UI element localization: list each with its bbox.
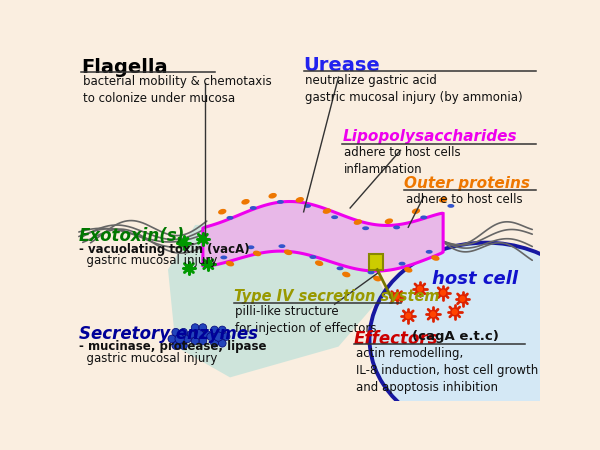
Circle shape [191, 337, 199, 345]
Ellipse shape [412, 208, 420, 214]
Circle shape [168, 335, 176, 343]
Ellipse shape [337, 266, 344, 270]
Text: Exotoxin(s): Exotoxin(s) [79, 227, 185, 245]
Text: - vacuolating toxin (vacA): - vacuolating toxin (vacA) [79, 243, 250, 256]
Ellipse shape [373, 276, 382, 281]
Ellipse shape [310, 255, 316, 259]
Circle shape [404, 312, 412, 320]
Circle shape [175, 334, 184, 343]
Circle shape [191, 324, 199, 332]
Text: Outer proteins: Outer proteins [404, 176, 530, 191]
Circle shape [185, 265, 193, 271]
Ellipse shape [226, 261, 234, 266]
Ellipse shape [253, 251, 262, 256]
Circle shape [205, 261, 212, 268]
Circle shape [211, 326, 218, 334]
Circle shape [184, 335, 191, 343]
Ellipse shape [247, 245, 254, 249]
Ellipse shape [368, 270, 374, 274]
Text: neutralize gastric acid
gastric mucosal injury (by ammonia): neutralize gastric acid gastric mucosal … [305, 74, 523, 104]
Circle shape [180, 239, 187, 246]
Text: Urease: Urease [304, 56, 380, 75]
Circle shape [416, 285, 424, 293]
Circle shape [207, 333, 215, 341]
Text: adhere to host cells: adhere to host cells [406, 193, 523, 206]
Circle shape [199, 324, 207, 332]
Text: actin remodelling,
IL-8 induction, host cell growth
and apoptosis inhibition: actin remodelling, IL-8 induction, host … [356, 346, 538, 394]
Ellipse shape [439, 197, 448, 202]
Ellipse shape [250, 206, 257, 210]
Circle shape [218, 339, 226, 347]
Circle shape [179, 328, 187, 336]
Ellipse shape [296, 197, 304, 202]
Circle shape [451, 308, 458, 316]
Circle shape [214, 332, 223, 341]
Ellipse shape [448, 204, 454, 208]
Text: gastric mucosal injury: gastric mucosal injury [79, 352, 217, 365]
Circle shape [429, 310, 437, 318]
Circle shape [393, 292, 401, 301]
Ellipse shape [398, 262, 406, 266]
Text: gastric mucosal injury: gastric mucosal injury [79, 254, 217, 267]
Text: Type IV secretion system: Type IV secretion system [234, 289, 439, 304]
Circle shape [187, 330, 195, 338]
Ellipse shape [331, 215, 338, 219]
Text: bacterial mobility & chemotaxis
to colonize under mucosa: bacterial mobility & chemotaxis to colon… [83, 75, 271, 105]
Ellipse shape [218, 209, 226, 215]
Ellipse shape [353, 219, 362, 225]
Ellipse shape [323, 208, 331, 214]
Circle shape [172, 342, 179, 349]
Ellipse shape [277, 200, 284, 204]
Ellipse shape [393, 225, 400, 230]
Ellipse shape [315, 261, 323, 266]
Ellipse shape [304, 204, 311, 208]
Circle shape [222, 333, 230, 341]
Ellipse shape [227, 216, 233, 220]
Text: pilli-like structure
for injection of effectors: pilli-like structure for injection of ef… [235, 305, 377, 335]
Circle shape [218, 326, 226, 334]
Ellipse shape [241, 199, 250, 205]
Circle shape [199, 337, 207, 345]
Ellipse shape [362, 226, 369, 230]
Text: adhere to host cells
inflammation: adhere to host cells inflammation [344, 146, 461, 176]
Ellipse shape [268, 193, 277, 198]
Ellipse shape [220, 256, 227, 259]
Circle shape [458, 295, 466, 303]
FancyBboxPatch shape [369, 254, 383, 270]
Polygon shape [203, 202, 443, 271]
Circle shape [179, 342, 187, 349]
Circle shape [439, 289, 447, 297]
Text: host cell: host cell [431, 270, 517, 288]
Text: - mucinase, protease, lipase: - mucinase, protease, lipase [79, 341, 266, 353]
Text: Flagella: Flagella [81, 58, 168, 77]
Circle shape [203, 330, 211, 338]
Text: (cagA e.t.c): (cagA e.t.c) [412, 330, 499, 343]
Circle shape [172, 328, 179, 336]
Circle shape [199, 235, 206, 242]
Ellipse shape [342, 272, 350, 277]
Text: Lipopolysaccharides: Lipopolysaccharides [343, 130, 517, 144]
Ellipse shape [278, 244, 286, 248]
Ellipse shape [420, 216, 427, 219]
Ellipse shape [284, 249, 292, 255]
Ellipse shape [370, 243, 600, 435]
Ellipse shape [425, 250, 433, 254]
Text: Secretory enzymes: Secretory enzymes [79, 325, 258, 343]
Polygon shape [168, 223, 385, 378]
Ellipse shape [404, 267, 412, 273]
Circle shape [194, 330, 203, 339]
Ellipse shape [385, 218, 393, 224]
Text: Effectors: Effectors [354, 330, 439, 348]
Ellipse shape [431, 255, 440, 261]
Circle shape [211, 339, 218, 347]
